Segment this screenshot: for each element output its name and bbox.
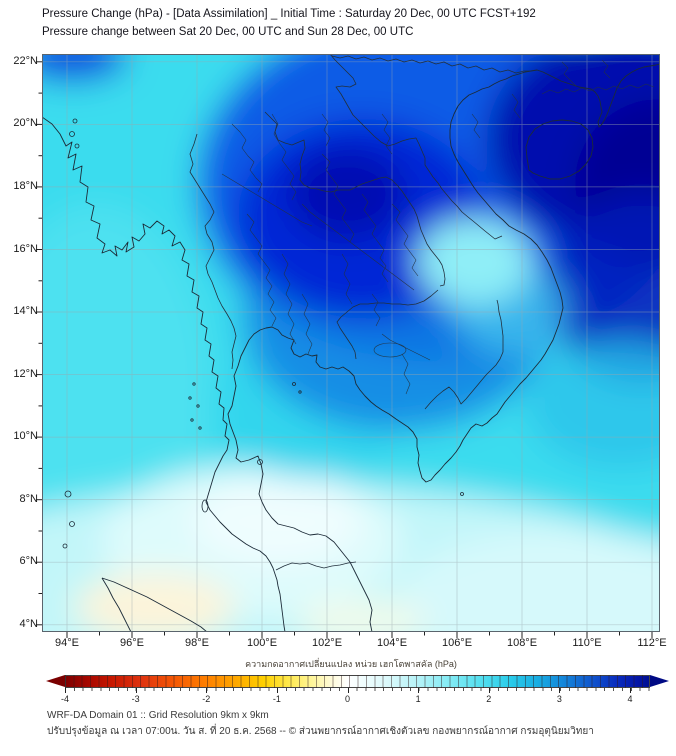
x-axis-label: 98°E: [185, 637, 209, 649]
page-subtitle: Pressure change between Sat 20 Dec, 00 U…: [42, 26, 414, 38]
colorbar-tick-label: 2: [486, 694, 492, 704]
colorbar-tick-label: 1: [415, 694, 421, 704]
colorbar-tick-label: -4: [60, 694, 69, 704]
colorbar-tick: [488, 688, 490, 693]
y-axis-label: 18°N: [13, 179, 38, 192]
x-axis-label: 106°E: [441, 637, 473, 649]
colorbar-tick-label: -1: [272, 694, 281, 704]
coastlines: [42, 63, 660, 632]
gridlines: [42, 54, 660, 632]
colorbar-left-arrow: [46, 675, 65, 687]
y-axis-label: 8°N: [19, 492, 38, 505]
map-frame: [42, 54, 660, 632]
colorbar-segments: [65, 675, 650, 688]
colorbar-tick: [559, 688, 561, 693]
y-axis-label: 22°N: [13, 55, 38, 67]
x-axis-label: 96°E: [120, 637, 144, 649]
colorbar-minor-ticks: [65, 688, 650, 691]
y-axis-label: 16°N: [13, 242, 38, 255]
colorbar-tick: [418, 688, 420, 693]
footer-update-credit: ปรับปรุงข้อมูล ณ เวลา 07:00น. วัน ส. ที่…: [47, 726, 594, 737]
y-axis-label: 10°N: [13, 430, 38, 443]
colorbar-tick-label: 4: [627, 694, 633, 704]
y-axis-label: 6°N: [19, 555, 38, 568]
x-axis-label: 108°E: [506, 637, 538, 649]
colorbar-gradient: [65, 675, 650, 688]
colorbar-tick-label: -2: [202, 694, 211, 704]
y-axis-label: 12°N: [13, 367, 38, 380]
colorbar-tick-label: 3: [556, 694, 562, 704]
colorbar-tick: [276, 688, 278, 693]
y-axis-label: 20°N: [13, 117, 38, 130]
colorbar-tick: [347, 688, 349, 693]
axis-ticks: [36, 61, 653, 638]
colorbar-tick: [135, 688, 137, 693]
page-title: Pressure Change (hPa) - [Data Assimilati…: [42, 8, 536, 20]
colorbar-tick: [65, 688, 66, 693]
colorbar-tick: [630, 688, 631, 693]
pressure-change-map: [36, 54, 660, 638]
country-borders: [189, 54, 531, 571]
y-axis-label: 14°N: [13, 305, 38, 317]
x-axis-label: 110°E: [572, 637, 602, 649]
x-axis-label: 102°E: [311, 637, 343, 649]
y-axis-label: 4°N: [19, 617, 38, 630]
x-axis-label: 104°E: [376, 637, 408, 649]
province-borders: [221, 59, 655, 395]
colorbar-tick-label: -3: [131, 694, 140, 704]
colorbar-title: ความกดอากาศเปลี่ยนแปลง หน่วย เฮกโตพาสคัล…: [245, 659, 457, 669]
colorbar-tick: [206, 688, 208, 693]
x-axis-label: 100°E: [246, 637, 278, 649]
footer-model-info: WRF-DA Domain 01 :: Grid Resolution 9km …: [47, 710, 269, 721]
x-axis-label: 112°E: [637, 637, 667, 649]
colorbar-right-arrow: [650, 675, 669, 687]
x-axis-label: 94°E: [55, 637, 79, 649]
colorbar-tick-label: 0: [344, 694, 350, 704]
islands: [62, 118, 464, 549]
